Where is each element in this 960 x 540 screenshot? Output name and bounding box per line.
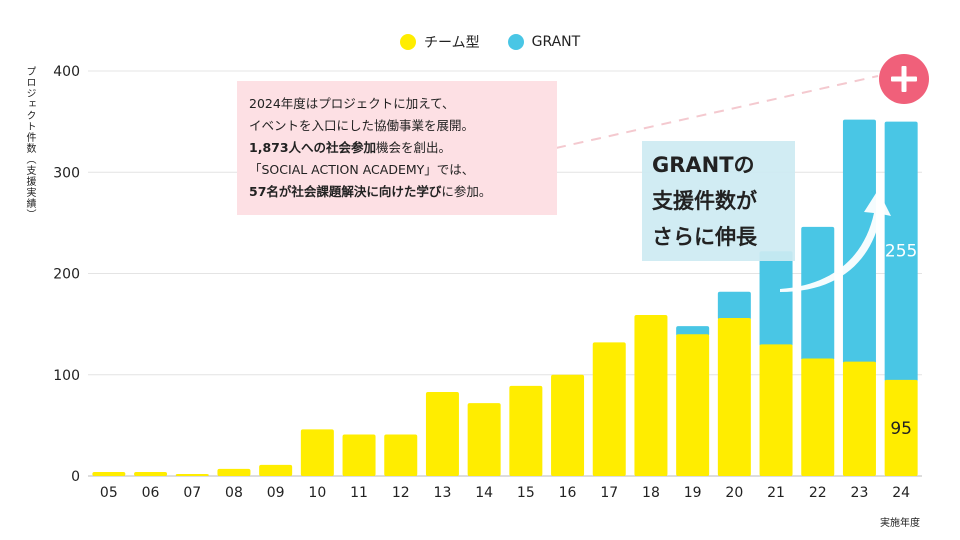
callout-line: GRANTの: [652, 153, 755, 177]
x-tick-label: 17: [600, 485, 618, 501]
bar-team-19: [676, 334, 710, 476]
x-tick-label: 23: [851, 485, 869, 501]
bar-team-11: [342, 434, 376, 476]
note-text: 機会を創出。: [376, 140, 452, 155]
bar-team-08: [217, 468, 251, 476]
y-axis-label: プロジェクト件数（支援実績）: [24, 66, 35, 220]
legend-swatch-team: [400, 34, 416, 50]
callout-line: 支援件数が: [652, 189, 757, 213]
x-axis-label: 実施年度: [880, 518, 920, 529]
x-tick-label: 08: [225, 485, 243, 501]
bar-team-22: [801, 358, 835, 476]
legend-item-grant: GRANT: [507, 34, 581, 50]
legend-label-team: チーム型: [424, 35, 480, 51]
note-highlight: 1,873人への社会参加: [249, 140, 377, 155]
expand-button[interactable]: [879, 54, 929, 104]
bar-team-14: [467, 403, 501, 476]
x-tick-label: 11: [350, 485, 368, 501]
bar-team-13: [425, 391, 459, 476]
y-tick-label: 400: [53, 64, 80, 80]
data-label: 95: [890, 419, 912, 439]
bar-team-07: [175, 473, 209, 476]
x-tick-label: 07: [183, 485, 201, 501]
callout-line: さらに伸長: [652, 225, 757, 249]
note-line: 1,873人への社会参加機会を創出。: [249, 137, 545, 159]
bar-grant-19: [676, 326, 710, 337]
x-tick-label: 24: [892, 485, 910, 501]
legend-item-team: チーム型: [400, 32, 480, 52]
legend-label-grant: GRANT: [531, 34, 581, 50]
bar-team-18: [634, 315, 668, 476]
note-text: に参加。: [441, 184, 492, 199]
bar-team-12: [384, 434, 418, 476]
x-tick-label: 10: [308, 485, 326, 501]
bar-team-15: [509, 385, 543, 476]
grant-growth-callout: GRANTの 支援件数がさらに伸長: [642, 141, 795, 261]
bar-team-06: [134, 471, 168, 476]
guide-line: [555, 75, 879, 149]
x-tick-label: 14: [475, 485, 493, 501]
bar-grant-24: [884, 121, 918, 382]
data-label: 255: [885, 242, 917, 262]
y-tick-label: 0: [71, 469, 80, 485]
bar-team-05: [92, 471, 126, 476]
note-line: 2024年度はプロジェクトに加えて、: [249, 93, 545, 115]
note-highlight: 57名が社会課題解決に向けた学び: [249, 184, 442, 199]
x-tick-label: 21: [767, 485, 785, 501]
y-tick-label: 200: [53, 267, 80, 283]
growth-arrow-icon: [780, 190, 891, 292]
x-tick-label: 05: [100, 485, 118, 501]
legend-swatch-grant: [507, 34, 524, 50]
x-tick-label: 16: [559, 485, 577, 501]
x-tick-label: 13: [434, 485, 452, 501]
bar-team-24: [884, 379, 918, 476]
x-tick-label: 22: [809, 485, 827, 501]
bar-team-23: [842, 361, 876, 476]
y-tick-label: 100: [53, 368, 80, 384]
x-tick-label: 12: [392, 485, 410, 501]
bar-grant-21: [759, 251, 793, 347]
note-line: 「SOCIAL ACTION ACADEMY」では、: [249, 159, 545, 181]
bar-grant-23: [842, 119, 876, 364]
note-text: 2024年度はプロジェクトに加えて、: [249, 96, 455, 111]
x-tick-label: 15: [517, 485, 535, 501]
x-tick-label: 19: [684, 485, 702, 501]
x-tick-label: 09: [267, 485, 285, 501]
note-line: イベントを入口にした協働事業を展開。: [249, 115, 545, 137]
plus-icon: [891, 66, 917, 92]
bar-grant-20: [717, 291, 751, 321]
y-tick-label: 300: [53, 165, 80, 181]
bar-team-21: [759, 344, 793, 476]
x-tick-label: 20: [725, 485, 743, 501]
note-line: 57名が社会課題解決に向けた学びに参加。: [249, 181, 545, 203]
bar-team-10: [300, 429, 334, 476]
x-tick-label: 06: [142, 485, 160, 501]
bar-team-20: [717, 318, 751, 476]
annotation-note: 2024年度はプロジェクトに加えて、イベントを入口にした協働事業を展開。 1,87…: [237, 81, 557, 215]
note-text: イベントを入口にした協働事業を展開。: [249, 118, 475, 133]
bar-team-09: [259, 464, 293, 476]
x-tick-label: 18: [642, 485, 660, 501]
bar-grant-22: [801, 226, 835, 361]
bar-team-17: [592, 342, 626, 476]
legend: チーム型 GRANT: [400, 32, 580, 52]
note-text: 「SOCIAL ACTION ACADEMY」では、: [249, 162, 475, 177]
bar-team-16: [551, 374, 585, 476]
